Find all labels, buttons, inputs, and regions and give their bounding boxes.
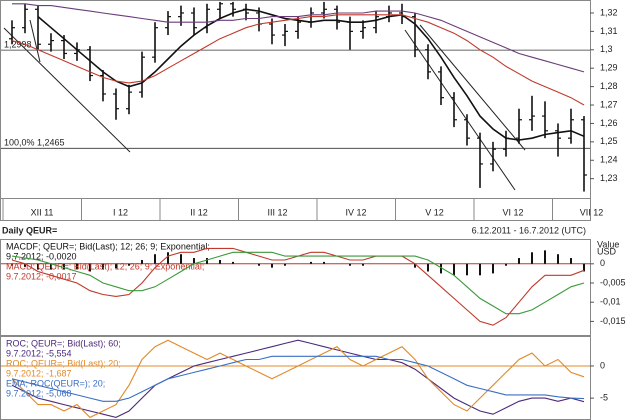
legend-value: 9.7.2012; -5,068 [6,388,72,398]
axis-unit: USD [597,246,617,256]
month-label: II 12 [190,207,208,217]
panel-subtitle: 6.12.2011 - 16.7.2012 (UTC) [472,225,586,235]
trend-line [29,19,41,63]
month-label: V 12 [425,207,444,217]
trend-line [3,27,131,153]
histogram-bar [362,263,364,266]
y-tick-label: -0,01 [600,297,621,307]
histogram-bar [492,263,494,274]
y-tick-label: 1,28 [600,81,618,91]
histogram-bar [258,263,260,266]
y-tick-label: 1,3 [600,44,613,54]
month-label: III 12 [267,207,287,217]
month-label: I 12 [113,207,128,217]
histogram-bar [128,263,130,266]
histogram-bar [89,263,91,272]
y-tick-label: 0 [600,258,605,268]
histogram-bar [24,263,26,267]
legend-entry: MACD; QEUR=; Bid(Last); 12; 26; 9; Expon… [6,261,204,271]
y-tick-label: 1,26 [600,118,618,128]
histogram-bar [414,263,416,268]
month-label: VI 12 [502,207,523,217]
indicator-line [11,251,585,315]
month-label: VII 12 [580,207,604,217]
histogram-bar [557,254,559,264]
y-tick-label: -5 [600,392,608,402]
moving-average [12,3,585,73]
trend-line [419,24,526,151]
legend-value: 9.7.2012; -0,0020 [6,251,77,261]
histogram-bar [206,258,208,264]
date-strip [0,198,591,221]
macd-frame [0,239,591,336]
y-tick-label: 1,29 [600,63,618,73]
histogram-bar [583,263,585,272]
indicator-line [11,339,585,419]
histogram-bar [167,252,169,264]
y-tick-label: 0 [600,360,605,370]
histogram-bar [102,263,104,270]
histogram-bar [570,258,572,264]
y-tick-label: -0,005 [600,277,626,287]
histogram-bar [427,263,429,272]
histogram-bar [505,263,507,266]
histogram-bar [544,250,546,264]
y-tick-label: -0,015 [600,316,626,326]
level-label: 100,0% 1,2465 [4,138,65,148]
histogram-bar [466,263,468,276]
trend-line [404,29,516,191]
indicator-line [11,339,585,418]
legend-value: 9.7.2012; -1,687 [6,368,72,378]
legend-value: 9.7.2012; -5,554 [6,348,72,358]
panel-title: Daily QEUR= [2,225,57,235]
histogram-bar [284,263,286,266]
histogram-bar [479,263,481,276]
histogram-bar [440,263,442,274]
histogram-bar [310,261,312,264]
histogram-bar [193,258,195,264]
histogram-bar [232,261,234,264]
histogram-bar [154,254,156,264]
histogram-bar [323,261,325,264]
histogram-bar [271,263,273,268]
histogram-bar [531,252,533,264]
y-tick-label: 1,24 [600,155,618,165]
histogram-bar [518,258,520,264]
legend-entry: MACDF; QEUR=; Bid(Last); 12; 26; 9; Expo… [6,241,210,251]
y-tick-label: 1,32 [600,7,618,17]
y-tick-label: 1,31 [600,26,618,36]
month-label: IV 12 [345,207,366,217]
histogram-bar [349,263,351,266]
histogram-bar [219,259,221,264]
histogram-bar [141,259,143,264]
histogram-bar [37,263,39,270]
y-tick-label: 1,27 [600,99,618,109]
histogram-bar [50,263,52,270]
legend-value: 9.7.2012; -0,0017 [6,271,77,281]
histogram-bar [63,263,65,270]
indicator-line [11,355,585,402]
legend-entry: ROC; QEUR=; Bid(Last); 60; [6,338,121,348]
histogram-bar [115,263,117,269]
moving-average [37,8,585,141]
y-tick-label: 1,23 [600,173,618,183]
y-tick-label: 1,25 [600,136,618,146]
level-label: 1,2998 [4,40,32,50]
histogram-bar [76,263,78,270]
month-label: XII 11 [31,207,54,217]
axis-unit: Value [597,239,619,249]
histogram-bar [180,254,182,264]
legend-entry: EMA; ROC(QEUR=); 20; [6,378,105,388]
legend-entry: ROC; QEUR=; Bid(Last); 20; [6,358,121,368]
histogram-bar [453,263,455,276]
histogram-bar [11,263,13,266]
moving-average [11,14,585,106]
